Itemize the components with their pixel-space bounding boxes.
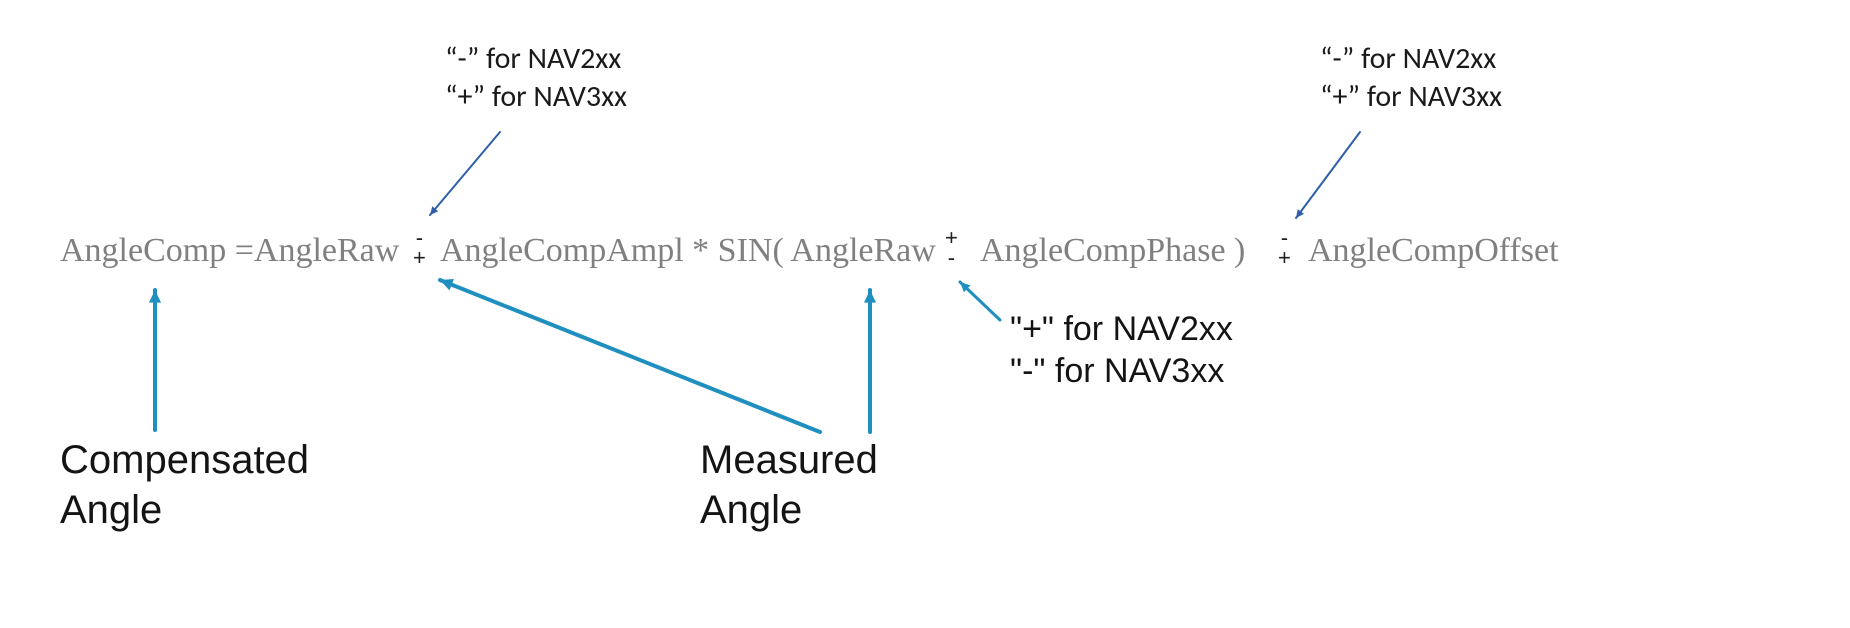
operator-1: - +: [413, 228, 426, 268]
note-top-left-line1: “-” for NAV2xx: [445, 40, 627, 78]
label-measured-line1: Measured: [700, 435, 878, 485]
op2-note-arrow-head: [960, 282, 970, 292]
op1-note-arrow-head: [430, 206, 438, 215]
note-mid-right-line2: "-" for NAV3xx: [1010, 350, 1233, 392]
label-compensated-line1: Compensated: [60, 435, 309, 485]
measured-diag-arrow-head: [440, 279, 454, 290]
label-compensated-line2: Angle: [60, 485, 309, 535]
operator-3: - +: [1278, 228, 1291, 268]
note-top-left-line2: “+” for NAV3xx: [445, 78, 627, 116]
op3-bottom: +: [1278, 245, 1291, 270]
note-top-left: “-” for NAV2xx “+” for NAV3xx: [445, 40, 627, 116]
op3-note-arrow-head: [1296, 209, 1304, 218]
formula-seg4: AngleCompOffset: [1308, 232, 1559, 270]
compensated-arrow-head: [149, 290, 161, 303]
label-compensated: Compensated Angle: [60, 435, 309, 535]
note-top-right-line2: “+” for NAV3xx: [1320, 78, 1502, 116]
note-mid-right-line1: "+" for NAV2xx: [1010, 308, 1233, 350]
formula-seg3: AngleCompPhase ): [980, 232, 1245, 270]
op2-bottom: -: [948, 245, 955, 270]
label-measured-line2: Angle: [700, 485, 878, 535]
op1-note-arrow: [430, 132, 500, 215]
operator-2: + -: [945, 228, 958, 268]
measured-diag-arrow: [440, 280, 820, 432]
formula-seg1: AngleComp =AngleRaw: [60, 232, 399, 270]
note-top-right-line1: “-” for NAV2xx: [1320, 40, 1502, 78]
op2-note-arrow: [960, 282, 1000, 320]
diagram-canvas: AngleComp =AngleRaw - + AngleCompAmpl * …: [0, 0, 1850, 628]
op3-note-arrow: [1296, 132, 1360, 218]
label-measured: Measured Angle: [700, 435, 878, 535]
formula-seg2: AngleCompAmpl * SIN( AngleRaw: [440, 232, 936, 270]
op1-bottom: +: [413, 245, 426, 270]
measured-up-arrow-head: [864, 290, 876, 303]
note-top-right: “-” for NAV2xx “+” for NAV3xx: [1320, 40, 1502, 116]
note-mid-right: "+" for NAV2xx "-" for NAV3xx: [1010, 308, 1233, 392]
